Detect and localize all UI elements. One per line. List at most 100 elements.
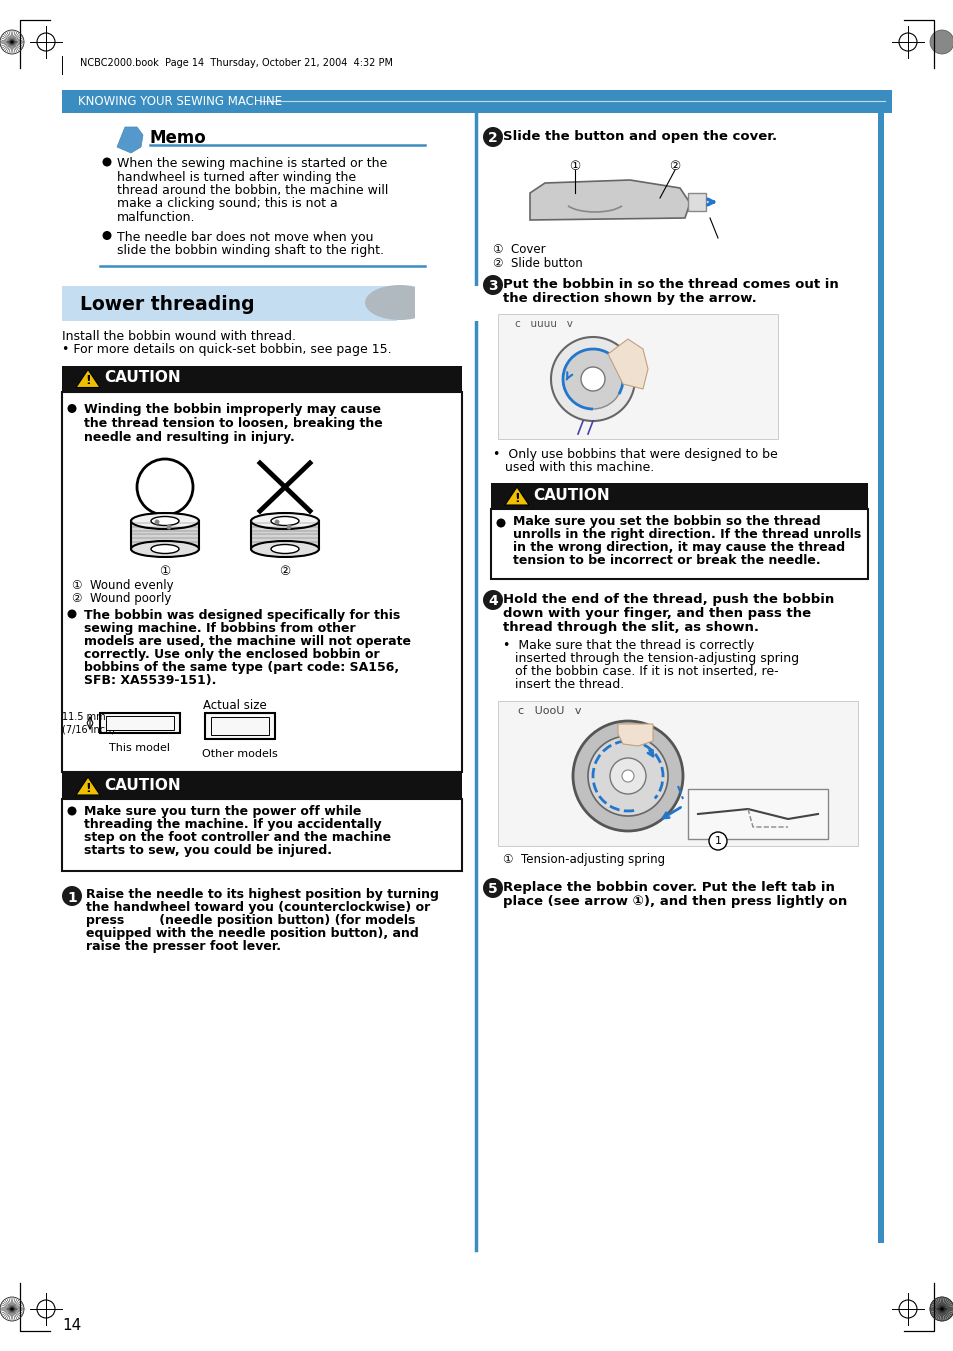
Bar [877, 113, 883, 1243]
Circle shape [482, 276, 502, 295]
Text: c   uuuu   v: c uuuu v [515, 319, 572, 330]
Text: the thread tension to loosen, breaking the: the thread tension to loosen, breaking t… [84, 417, 382, 430]
Bar [62, 773, 461, 798]
Bar [62, 91, 891, 113]
Text: models are used, the machine will not operate: models are used, the machine will not op… [84, 635, 411, 648]
Circle shape [562, 349, 622, 409]
Circle shape [102, 231, 112, 240]
Text: !: ! [85, 782, 91, 794]
Bar [62, 798, 461, 871]
Text: down with your finger, and then pass the: down with your finger, and then pass the [502, 607, 810, 620]
Text: make a clicking sound; this is not a: make a clicking sound; this is not a [117, 197, 337, 211]
Text: Raise the needle to its highest position by turning: Raise the needle to its highest position… [86, 888, 438, 901]
Text: ①  Wound evenly: ① Wound evenly [71, 580, 173, 592]
Text: •  Only use bobbins that were designed to be: • Only use bobbins that were designed to… [493, 449, 777, 461]
Text: Put the bobbin in so the thread comes out in: Put the bobbin in so the thread comes ou… [502, 278, 838, 290]
Text: ②: ② [669, 159, 679, 173]
Text: Lower threading: Lower threading [80, 295, 254, 313]
Text: unrolls in the right direction. If the thread unrolls: unrolls in the right direction. If the t… [513, 528, 861, 540]
Bar [415, 285, 495, 320]
Text: ①  Tension-adjusting spring: ① Tension-adjusting spring [502, 852, 664, 866]
Text: ①: ① [159, 565, 171, 578]
Bar [491, 509, 867, 580]
Circle shape [68, 404, 76, 413]
Text: needle and resulting in injury.: needle and resulting in injury. [84, 431, 294, 443]
Circle shape [274, 520, 279, 524]
Text: step on the foot controller and the machine: step on the foot controller and the mach… [84, 831, 391, 844]
Bar [497, 701, 857, 846]
Text: the handwheel toward you (counterclockwise) or: the handwheel toward you (counterclockwi… [86, 901, 430, 915]
Text: ②: ② [279, 565, 291, 578]
Text: SFB: XA5539-151).: SFB: XA5539-151). [84, 674, 216, 688]
Text: place (see arrow ①), and then press lightly on: place (see arrow ①), and then press ligh… [502, 894, 846, 908]
Polygon shape [76, 370, 100, 388]
Text: Actual size: Actual size [203, 698, 267, 712]
Bar [62, 285, 396, 320]
Text: CAUTION: CAUTION [104, 370, 180, 385]
Bar [497, 313, 778, 439]
Text: 3: 3 [488, 280, 497, 293]
Text: of the bobbin case. If it is not inserted, re-: of the bobbin case. If it is not inserte… [502, 665, 778, 678]
Text: in the wrong direction, it may cause the thread: in the wrong direction, it may cause the… [513, 540, 844, 554]
Text: handwheel is turned after winding the: handwheel is turned after winding the [117, 170, 355, 184]
Circle shape [609, 758, 645, 794]
Text: raise the presser foot lever.: raise the presser foot lever. [86, 940, 281, 952]
Text: used with this machine.: used with this machine. [493, 461, 654, 474]
Text: the direction shown by the arrow.: the direction shown by the arrow. [502, 292, 756, 305]
Ellipse shape [271, 544, 298, 554]
Circle shape [929, 1297, 953, 1321]
Bar [62, 392, 461, 771]
Bar [100, 713, 180, 734]
Polygon shape [0, 30, 24, 54]
Text: When the sewing machine is started or the: When the sewing machine is started or th… [117, 157, 387, 170]
Circle shape [482, 127, 502, 147]
Text: 1: 1 [714, 836, 720, 846]
Text: 5: 5 [488, 882, 497, 896]
Bar [205, 713, 274, 739]
Text: 4: 4 [488, 594, 497, 608]
Text: ①: ① [569, 159, 580, 173]
Text: tension to be incorrect or break the needle.: tension to be incorrect or break the nee… [513, 554, 820, 567]
Text: KNOWING YOUR SEWING MACHINE: KNOWING YOUR SEWING MACHINE [78, 95, 282, 108]
Circle shape [482, 878, 502, 898]
Text: Winding the bobbin improperly may cause: Winding the bobbin improperly may cause [84, 404, 380, 416]
Text: 11.5 mm
(7/16 inch): 11.5 mm (7/16 inch) [62, 712, 115, 735]
Circle shape [587, 736, 667, 816]
Text: Memo: Memo [150, 128, 207, 147]
Ellipse shape [131, 513, 199, 530]
Text: inserted through the tension-adjusting spring: inserted through the tension-adjusting s… [502, 653, 799, 665]
Text: malfunction.: malfunction. [117, 211, 195, 224]
Circle shape [580, 367, 604, 390]
Bar [251, 521, 318, 549]
Text: The needle bar does not move when you: The needle bar does not move when you [117, 231, 374, 243]
Text: Slide the button and open the cover.: Slide the button and open the cover. [502, 130, 777, 143]
Text: !: ! [514, 492, 519, 505]
Text: thread through the slit, as shown.: thread through the slit, as shown. [502, 621, 759, 634]
Bar [131, 521, 199, 549]
Bar [687, 193, 705, 211]
Bar [62, 366, 461, 392]
Text: •  Make sure that the thread is correctly: • Make sure that the thread is correctly [502, 639, 754, 653]
Ellipse shape [251, 513, 318, 530]
Ellipse shape [131, 540, 199, 557]
Text: starts to sew, you could be injured.: starts to sew, you could be injured. [84, 844, 332, 857]
Text: Other models: Other models [202, 748, 277, 759]
Circle shape [496, 519, 505, 527]
Text: NCBC2000.book  Page 14  Thursday, October 21, 2004  4:32 PM: NCBC2000.book Page 14 Thursday, October … [80, 58, 393, 68]
Circle shape [708, 832, 726, 850]
Text: 2: 2 [488, 131, 497, 145]
Circle shape [286, 524, 292, 530]
Text: !: ! [85, 374, 91, 388]
Text: The bobbin was designed specifically for this: The bobbin was designed specifically for… [84, 609, 400, 621]
Text: Make sure you set the bobbin so the thread: Make sure you set the bobbin so the thre… [513, 515, 820, 528]
Ellipse shape [251, 540, 318, 557]
Text: slide the bobbin winding shaft to the right.: slide the bobbin winding shaft to the ri… [117, 245, 384, 257]
Text: thread around the bobbin, the machine will: thread around the bobbin, the machine wi… [117, 184, 388, 197]
Polygon shape [618, 724, 652, 746]
Text: Make sure you turn the power off while: Make sure you turn the power off while [84, 805, 361, 817]
Text: c   UooU   v: c UooU v [517, 707, 581, 716]
Circle shape [68, 609, 76, 619]
Circle shape [102, 158, 112, 166]
Circle shape [154, 520, 159, 524]
Text: CAUTION: CAUTION [533, 488, 609, 503]
